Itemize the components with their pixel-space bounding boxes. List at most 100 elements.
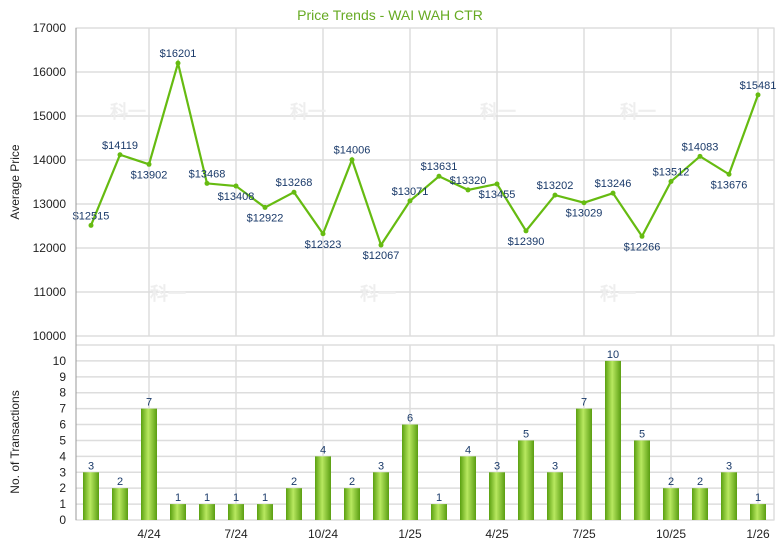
y-tick-label: 11000	[34, 285, 67, 299]
price-point[interactable]	[755, 92, 761, 98]
bar-label: 1	[204, 492, 210, 504]
price-point[interactable]	[378, 242, 384, 248]
price-label: $13902	[131, 169, 168, 181]
bar-label: 4	[465, 444, 471, 456]
transaction-bar[interactable]	[576, 408, 592, 520]
bottom-plot-area	[75, 344, 775, 521]
price-label: $12266	[624, 241, 661, 253]
price-label: $13468	[189, 168, 226, 180]
y-tick-label: 17000	[33, 21, 67, 35]
bar-label: 10	[607, 349, 619, 361]
price-label: $15481	[740, 80, 777, 92]
bar-label: 7	[146, 397, 152, 409]
bar-label: 6	[407, 413, 413, 425]
bar-label: 5	[639, 428, 645, 440]
price-point[interactable]	[726, 171, 732, 177]
price-point[interactable]	[146, 161, 152, 167]
x-tick-label: 4/25	[485, 527, 509, 541]
price-label: $13071	[392, 186, 429, 198]
y-tick-label: 5	[59, 433, 66, 447]
transaction-bar[interactable]	[663, 488, 679, 520]
price-point[interactable]	[465, 187, 471, 193]
bar-label: 3	[378, 460, 384, 472]
price-label: $13676	[711, 179, 748, 191]
price-point[interactable]	[291, 189, 297, 195]
price-point[interactable]	[436, 173, 442, 179]
price-point[interactable]	[320, 231, 326, 237]
price-point[interactable]	[233, 183, 239, 189]
bar-label: 7	[581, 397, 587, 409]
transaction-bar[interactable]	[605, 360, 621, 520]
watermark: 科一	[620, 101, 656, 122]
price-point[interactable]	[117, 152, 123, 158]
y-tick-label: 15000	[33, 109, 67, 123]
price-label: $16201	[160, 48, 197, 60]
price-label: $12515	[73, 210, 110, 222]
y-tick-label: 9	[59, 370, 66, 384]
price-label: $13512	[653, 166, 690, 178]
transaction-bar[interactable]	[257, 504, 273, 520]
transaction-bar[interactable]	[286, 488, 302, 520]
price-point[interactable]	[610, 190, 616, 196]
transaction-bar[interactable]	[141, 408, 157, 520]
bar-label: 3	[88, 460, 94, 472]
price-label: $13408	[218, 191, 255, 203]
y-tick-label: 16000	[33, 65, 67, 79]
price-label: $14119	[102, 140, 138, 152]
transaction-bar[interactable]	[344, 488, 360, 520]
transaction-bar[interactable]	[112, 488, 128, 520]
y-tick-label: 10000	[33, 329, 67, 343]
transaction-bar[interactable]	[199, 504, 215, 520]
x-tick-label: 10/24	[308, 527, 338, 541]
transaction-bar[interactable]	[315, 456, 331, 520]
bar-label: 1	[262, 492, 268, 504]
price-label: $13455	[479, 189, 516, 201]
price-point[interactable]	[581, 200, 587, 206]
price-label: $13246	[595, 178, 632, 190]
price-point[interactable]	[262, 204, 268, 210]
x-tick-label: 1/26	[746, 527, 770, 541]
price-point[interactable]	[523, 228, 529, 234]
y-tick-label: 7	[59, 402, 66, 416]
transaction-bar[interactable]	[402, 424, 418, 520]
y-tick-label: 14000	[33, 153, 67, 167]
bar-label: 2	[117, 476, 123, 488]
price-point[interactable]	[88, 222, 94, 228]
price-point[interactable]	[668, 178, 674, 184]
price-point[interactable]	[494, 181, 500, 187]
top-plot-area	[75, 27, 775, 337]
transaction-bar[interactable]	[170, 504, 186, 520]
transaction-bar[interactable]	[431, 504, 447, 520]
transaction-bar[interactable]	[83, 472, 99, 520]
transaction-bar[interactable]	[692, 488, 708, 520]
y-tick-label: 10	[53, 354, 67, 368]
price-point[interactable]	[349, 157, 355, 163]
bar-label: 2	[291, 476, 297, 488]
transaction-bar[interactable]	[634, 440, 650, 520]
transaction-bar[interactable]	[750, 504, 766, 520]
bar-label: 3	[494, 460, 500, 472]
bar-label: 1	[175, 492, 181, 504]
y-tick-label: 12000	[33, 241, 67, 255]
price-point[interactable]	[175, 60, 181, 66]
top-y-axis-title: Average Price	[8, 144, 22, 219]
transaction-bar[interactable]	[489, 472, 505, 520]
transaction-bar[interactable]	[547, 472, 563, 520]
y-tick-label: 6	[59, 418, 66, 432]
x-tick-label: 7/24	[224, 527, 248, 541]
transaction-bar[interactable]	[721, 472, 737, 520]
price-point[interactable]	[639, 233, 645, 239]
price-label: $13029	[566, 208, 603, 220]
transaction-bar[interactable]	[228, 504, 244, 520]
price-point[interactable]	[552, 192, 558, 198]
price-point[interactable]	[697, 153, 703, 159]
price-point[interactable]	[204, 180, 210, 186]
y-tick-label: 0	[59, 513, 66, 527]
transaction-bar[interactable]	[460, 456, 476, 520]
transaction-bar[interactable]	[518, 440, 534, 520]
price-point[interactable]	[407, 198, 413, 204]
x-tick-label: 1/25	[398, 527, 422, 541]
bar-label: 1	[755, 492, 761, 504]
transaction-bar[interactable]	[373, 472, 389, 520]
